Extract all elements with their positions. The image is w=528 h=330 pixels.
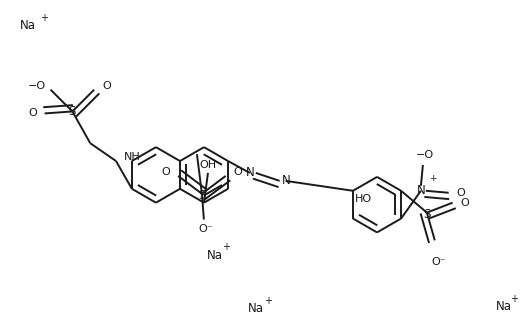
Text: +: + [40, 13, 48, 23]
Text: +: + [264, 296, 272, 306]
Text: Na: Na [20, 19, 36, 32]
Text: −O: −O [416, 150, 434, 160]
Text: O⁻: O⁻ [431, 257, 446, 267]
Text: +: + [222, 242, 230, 252]
Text: HO: HO [355, 194, 372, 204]
Text: OH: OH [200, 160, 216, 170]
Text: S: S [198, 189, 205, 202]
Text: Na: Na [248, 302, 264, 315]
Text: Na: Na [496, 300, 512, 313]
Text: N: N [417, 184, 425, 197]
Text: O: O [457, 188, 465, 198]
Text: N: N [246, 166, 254, 180]
Text: O: O [460, 198, 469, 208]
Text: S: S [69, 105, 76, 118]
Text: Na: Na [207, 249, 223, 262]
Text: O: O [102, 81, 111, 91]
Text: O: O [28, 109, 36, 118]
Text: O⁻: O⁻ [199, 224, 213, 234]
Text: S: S [423, 208, 430, 221]
Text: +: + [510, 294, 518, 304]
Text: O: O [233, 167, 242, 177]
Text: NH: NH [124, 152, 140, 162]
Text: O: O [162, 167, 170, 177]
Text: N: N [281, 174, 290, 187]
Text: −O: −O [27, 81, 45, 91]
Text: +: + [429, 174, 437, 183]
